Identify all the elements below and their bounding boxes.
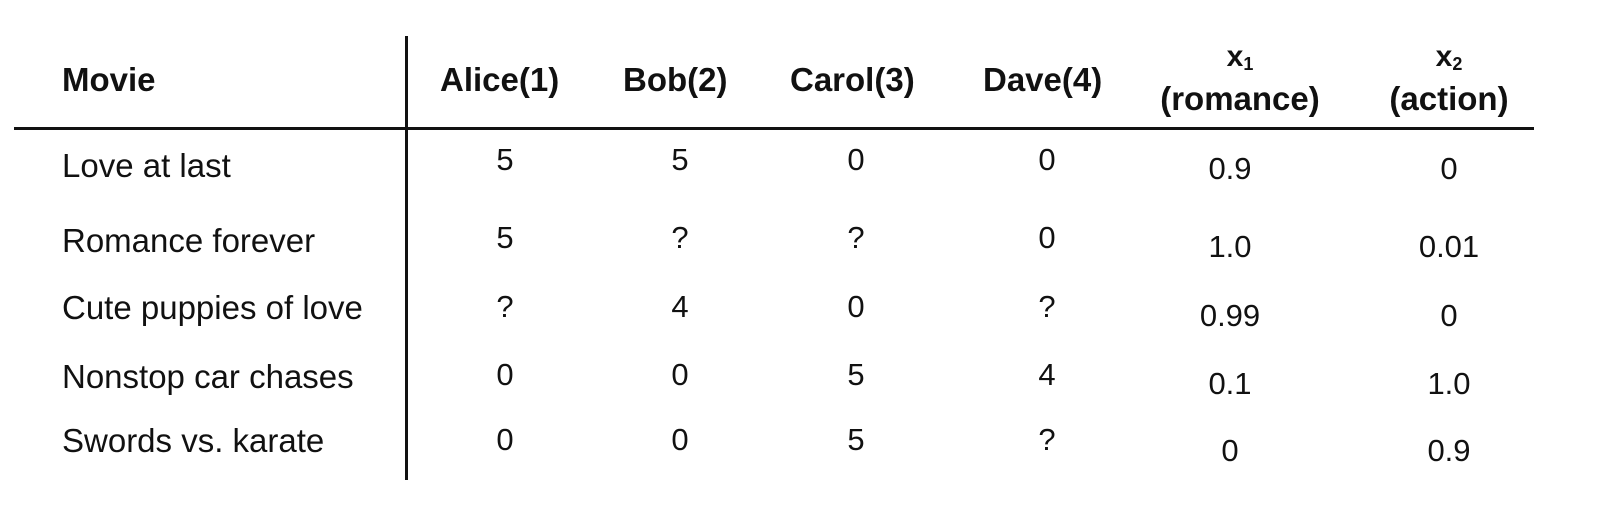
row-rating-alice: 5 — [496, 220, 514, 255]
header-x1-label: (romance) — [1160, 80, 1320, 117]
row-rating-bob: 0 — [671, 422, 689, 457]
header-x1: x1 (romance) — [1140, 42, 1340, 119]
row-rating-alice: ? — [496, 289, 514, 324]
header-x2-label: (action) — [1389, 80, 1509, 117]
row-feature-x2: 0.01 — [1418, 229, 1480, 264]
header-x2-letter: x — [1435, 40, 1453, 73]
header-movie: Movie — [62, 61, 156, 98]
header-x1-letter: x — [1226, 40, 1244, 73]
column-divider — [405, 36, 408, 480]
header-divider — [14, 127, 1534, 130]
row-feature-x2: 1.0 — [1427, 366, 1471, 401]
row-rating-alice: 5 — [496, 142, 514, 177]
header-x2: x2 (action) — [1374, 42, 1524, 119]
row-feature-x2: 0 — [1440, 298, 1458, 333]
header-alice: Alice(1) — [440, 61, 560, 98]
header-dave: Dave(4) — [983, 61, 1103, 98]
row-rating-dave: 0 — [1038, 142, 1056, 177]
row-rating-carol: 5 — [847, 422, 865, 457]
row-feature-x1: 0.1 — [1208, 366, 1252, 401]
row-feature-x2: 0 — [1440, 151, 1458, 186]
row-feature-x1: 0.9 — [1208, 151, 1252, 186]
row-movie-title: Cute puppies of love — [62, 289, 363, 326]
row-rating-carol: 5 — [847, 357, 865, 392]
row-rating-bob: 5 — [671, 142, 689, 177]
row-rating-dave: 0 — [1038, 220, 1056, 255]
row-feature-x2: 0.9 — [1427, 433, 1471, 468]
row-rating-alice: 0 — [496, 357, 514, 392]
row-rating-bob: ? — [671, 220, 689, 255]
row-movie-title: Nonstop car chases — [62, 358, 354, 395]
header-x2-subscript: 2 — [1452, 54, 1463, 74]
row-rating-bob: 0 — [671, 357, 689, 392]
row-movie-title: Love at last — [62, 147, 231, 184]
header-x1-subscript: 1 — [1243, 54, 1254, 74]
row-feature-x1: 0 — [1221, 433, 1239, 468]
row-feature-x1: 1.0 — [1208, 229, 1252, 264]
row-rating-dave: ? — [1038, 289, 1056, 324]
row-rating-carol: 0 — [847, 142, 865, 177]
row-movie-title: Romance forever — [62, 222, 316, 259]
header-carol: Carol(3) — [790, 61, 915, 98]
row-feature-x1: 0.99 — [1199, 298, 1261, 333]
header-bob: Bob(2) — [623, 61, 728, 98]
row-rating-alice: 0 — [496, 422, 514, 457]
row-rating-dave: ? — [1038, 422, 1056, 457]
row-rating-carol: ? — [847, 220, 865, 255]
header-x2-symbol: x2 — [1374, 42, 1524, 79]
row-rating-bob: 4 — [671, 289, 689, 324]
row-movie-title: Swords vs. karate — [62, 422, 325, 459]
header-x1-symbol: x1 — [1140, 42, 1340, 79]
row-rating-carol: 0 — [847, 289, 865, 324]
row-rating-dave: 4 — [1038, 357, 1056, 392]
